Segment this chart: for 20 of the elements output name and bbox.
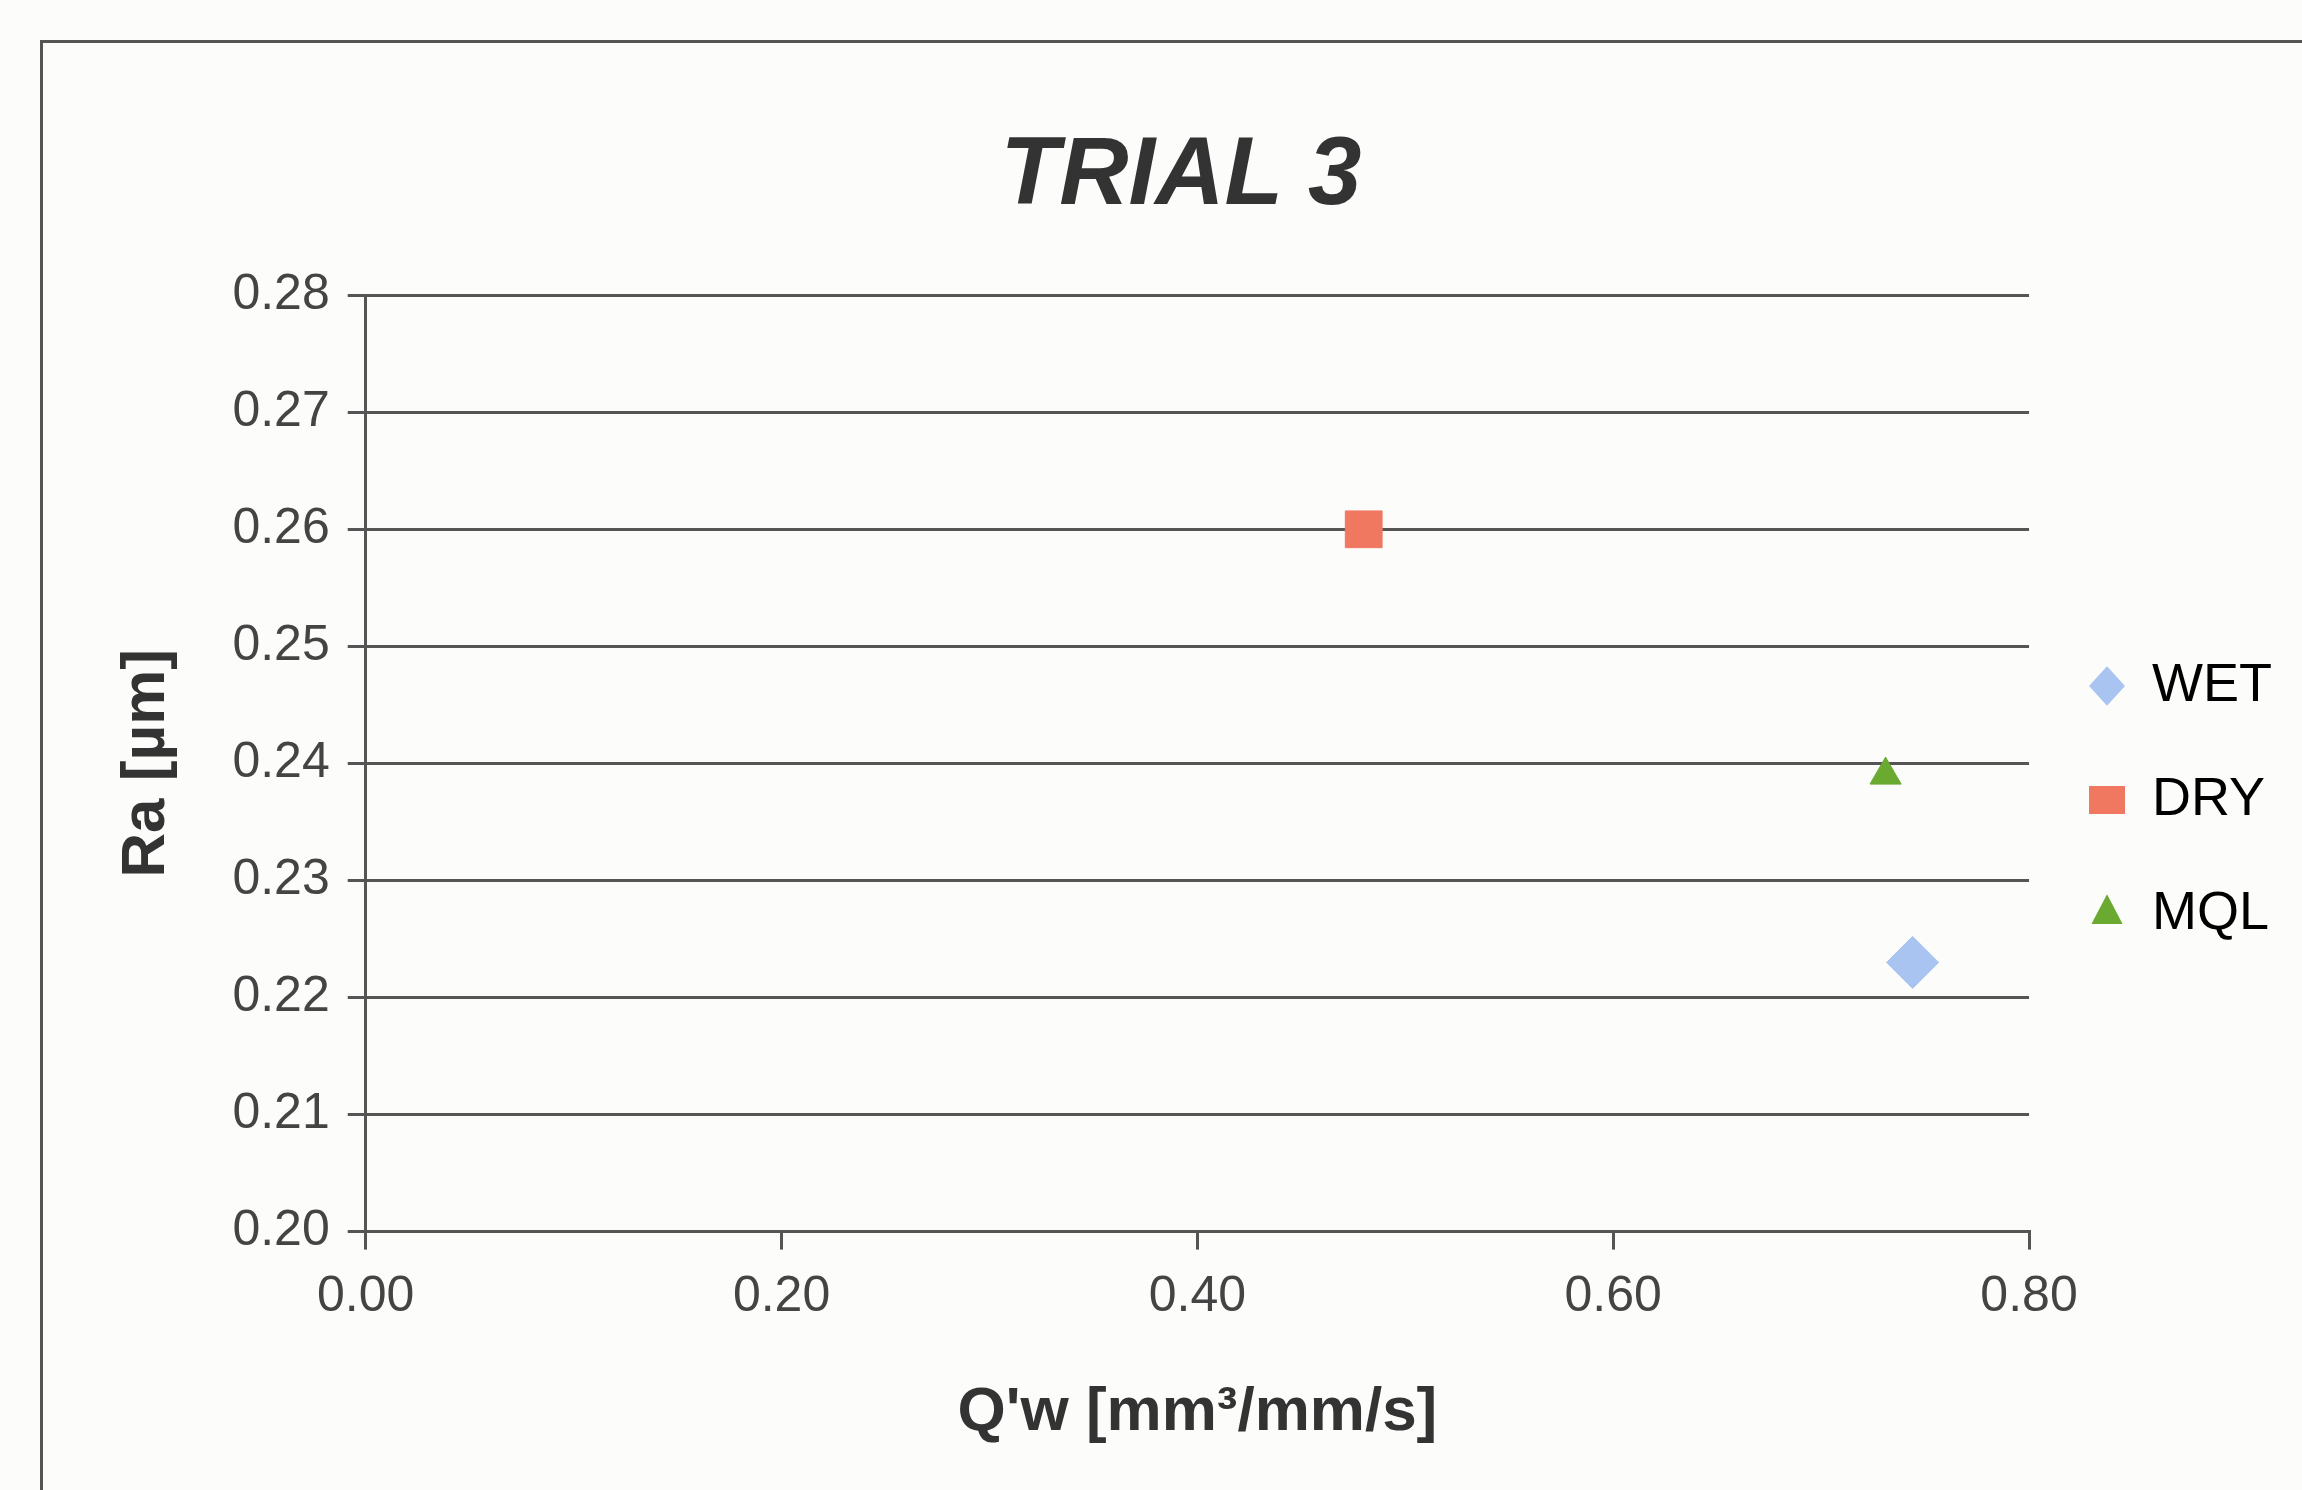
legend-label: MQL: [2152, 879, 2270, 940]
y-tick-label: 0.23: [232, 849, 330, 906]
x-tick-label: 0.20: [732, 1266, 831, 1323]
y-tick-label: 0.22: [232, 966, 330, 1023]
y-tick-label: 0.28: [232, 263, 330, 320]
y-tick-label: 0.24: [232, 732, 330, 789]
x-axis-title: Q'w [mm³/mm/s]: [957, 1373, 1438, 1443]
y-tick-label: 0.20: [232, 1200, 330, 1257]
x-tick-label: 0.00: [317, 1266, 415, 1323]
y-tick-label: 0.21: [232, 1083, 330, 1140]
legend-label: DRY: [2152, 765, 2266, 826]
x-tick-label: 0.80: [1980, 1266, 2078, 1323]
y-tick-label: 0.27: [232, 381, 330, 438]
chart-title: TRIAL 3: [1000, 117, 1362, 225]
y-axis-title: Ra [µm]: [108, 649, 178, 878]
x-tick-label: 0.40: [1148, 1266, 1247, 1323]
y-tick-label: 0.25: [232, 615, 330, 672]
x-tick-label: 0.60: [1564, 1266, 1662, 1323]
legend-label: WET: [2152, 651, 2273, 712]
y-tick-label: 0.26: [232, 498, 330, 555]
